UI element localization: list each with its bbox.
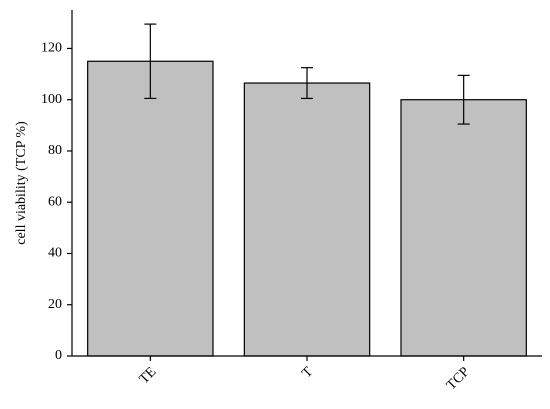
y-tick-label: 120 — [41, 41, 62, 56]
y-tick-label: 20 — [48, 297, 62, 312]
y-tick-label: 100 — [41, 92, 62, 107]
x-tick-label: T — [299, 364, 316, 381]
bar — [400, 99, 527, 357]
x-tick-label: TCP — [444, 364, 473, 393]
y-tick-label: 80 — [48, 143, 62, 158]
y-tick-label: 40 — [48, 246, 62, 261]
y-axis-label: cell viability (TCP %) — [14, 121, 29, 245]
bar — [87, 60, 214, 357]
y-tick-label: 60 — [48, 194, 62, 209]
bar — [243, 82, 371, 357]
x-tick-label: TE — [137, 364, 160, 387]
y-tick-label: 0 — [55, 348, 62, 363]
